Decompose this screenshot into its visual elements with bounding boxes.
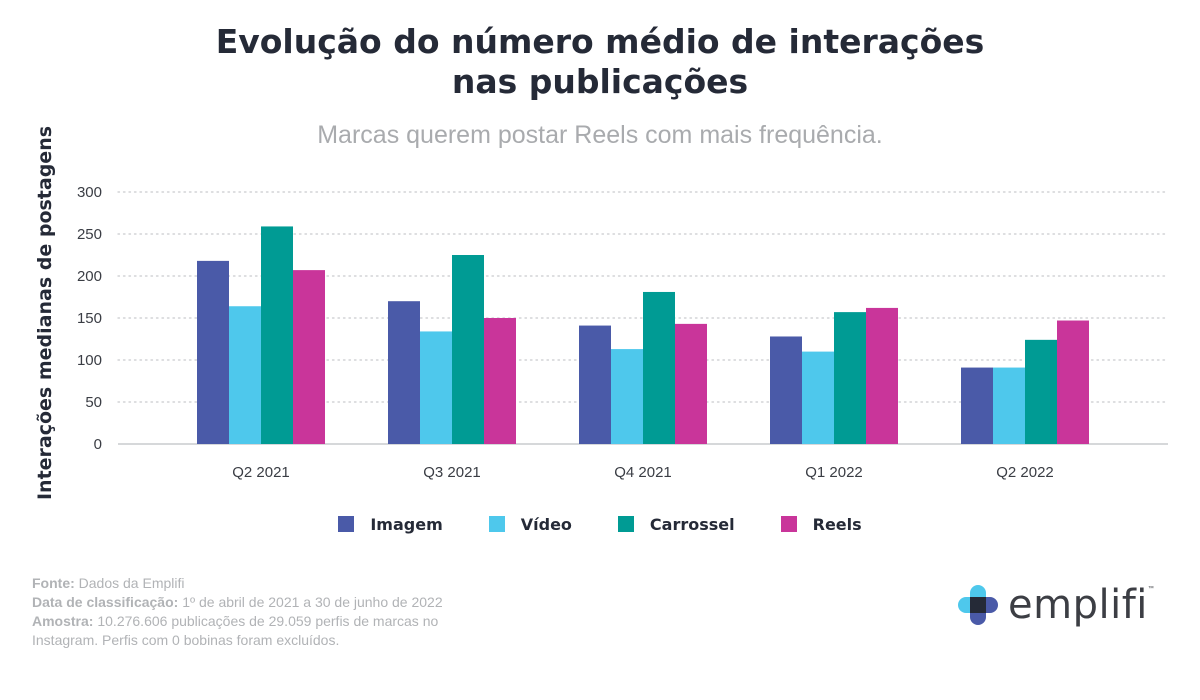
emplifi-logo-text: emplifi [1008,582,1148,628]
y-tick-label: 100 [77,352,102,369]
bar-imagem [388,301,420,444]
legend-item: Vídeo [488,514,572,534]
y-tick-label: 200 [77,268,102,285]
bar-reels [1057,320,1089,444]
x-tick-label: Q4 2021 [614,464,672,481]
bar-vídeo [611,349,643,444]
legend-label: Vídeo [520,514,572,534]
footer-sample-text: 10.276.606 publicações de 29.059 perfis … [32,613,439,648]
chart-title: Evolução do número médio de interações n… [0,22,1200,102]
legend-swatch [488,516,505,532]
chart-title-line-2: nas publicações [451,62,749,101]
x-tick-label: Q2 2021 [232,464,290,481]
footer-sample-label: Amostra: [32,613,94,629]
legend-label: Imagem [370,514,443,534]
y-tick-label: 50 [85,394,102,411]
footer-source-label: Fonte: [32,575,75,591]
chart-title-line-1: Evolução do número médio de interações [215,22,985,61]
legend-item: Carrossel [617,514,735,534]
chart-subtitle: Marcas querem postar Reels com mais freq… [317,121,883,149]
footer-source-text: Dados da Emplifi [78,575,185,591]
y-tick-label: 150 [77,310,102,327]
bar-reels [484,318,516,444]
bar-vídeo [229,306,261,444]
bar-imagem [197,260,229,444]
x-tick-label: Q3 2021 [423,464,481,481]
footer-date-label: Data de classificação: [32,594,179,610]
footer-date-text: 1º de abril de 2021 a 30 de junho de 202… [182,594,443,610]
footer-notes: Fonte: Dados da Emplifi Data de classifi… [32,574,502,650]
bar-imagem [770,336,802,444]
bar-reels [675,323,707,444]
bar-vídeo [993,367,1025,444]
emplifi-logo-trademark: ™ [1147,586,1154,592]
bar-carrossel [643,291,675,444]
legend-item: Imagem [338,514,443,534]
legend-swatch [617,516,634,532]
x-tick-label: Q2 2022 [996,464,1054,481]
x-tick-label: Q1 2022 [805,464,863,481]
legend-label: Carrossel [649,514,735,534]
legend-label: Reels [812,514,862,534]
bar-carrossel [1025,339,1057,444]
bar-reels [866,307,898,444]
footer-sample: Amostra: 10.276.606 publicações de 29.05… [32,612,502,650]
bar-imagem [579,325,611,444]
legend-item: Reels [780,514,862,534]
emplifi-logo-mark-icon [958,585,998,625]
legend-swatch [338,516,355,532]
bar-carrossel [261,226,293,444]
chart-legend: Imagem Vídeo Carrossel Reels [0,510,1200,538]
bar-carrossel [834,312,866,444]
y-tick-label: 0 [94,436,102,453]
bar-carrossel [452,255,484,444]
bar-vídeo [802,351,834,444]
emplifi-logo: emplifi ™ [956,582,1154,628]
bar-vídeo [420,331,452,444]
y-tick-label: 300 [77,184,102,201]
footer-date: Data de classificação: 1º de abril de 20… [32,593,502,612]
y-tick-label: 250 [77,226,102,243]
bar-imagem [961,367,993,444]
footer-source: Fonte: Dados da Emplifi [32,574,502,593]
bar-reels [293,270,325,444]
legend-swatch [780,516,797,532]
